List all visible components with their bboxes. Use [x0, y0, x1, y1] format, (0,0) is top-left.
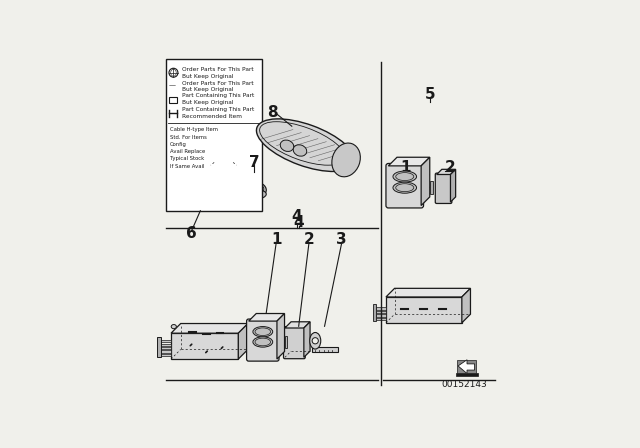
Polygon shape	[458, 360, 475, 374]
Ellipse shape	[257, 119, 355, 172]
Polygon shape	[238, 323, 248, 359]
Bar	[160, 340, 171, 342]
Bar	[160, 354, 171, 356]
Text: Cable H-type Item: Cable H-type Item	[170, 127, 218, 132]
Bar	[191, 187, 205, 193]
Bar	[160, 347, 171, 349]
Bar	[173, 173, 188, 179]
Ellipse shape	[253, 337, 273, 347]
Text: 1: 1	[271, 232, 282, 247]
Text: Config: Config	[170, 142, 187, 147]
Text: 2: 2	[445, 160, 456, 175]
Text: 3: 3	[337, 232, 347, 247]
Polygon shape	[171, 323, 248, 333]
Text: 2: 2	[303, 232, 314, 247]
Ellipse shape	[172, 324, 177, 329]
Polygon shape	[285, 322, 310, 328]
Bar	[169, 96, 177, 103]
Text: Avail Replace: Avail Replace	[170, 149, 205, 154]
Bar	[376, 311, 386, 313]
Text: Part Containing This Part
But Keep Original: Part Containing This Part But Keep Origi…	[182, 94, 255, 105]
Text: Order Parts For This Part
But Keep Original: Order Parts For This Part But Keep Origi…	[182, 81, 254, 92]
Text: 6: 6	[186, 226, 197, 241]
Text: 4: 4	[293, 215, 304, 230]
Ellipse shape	[241, 189, 266, 199]
Text: 5: 5	[424, 87, 435, 102]
Bar	[285, 336, 287, 348]
Bar	[166, 59, 262, 211]
Text: Order Parts For This Part
But Keep Original: Order Parts For This Part But Keep Origi…	[182, 67, 254, 78]
Text: Std. For Items: Std. For Items	[170, 134, 207, 140]
Circle shape	[312, 338, 318, 344]
FancyBboxPatch shape	[246, 319, 279, 361]
Bar	[173, 187, 188, 193]
Text: 00152143: 00152143	[442, 380, 487, 389]
Ellipse shape	[247, 185, 260, 193]
Ellipse shape	[280, 140, 294, 151]
Text: Part Containing This Part
Recommended Item: Part Containing This Part Recommended It…	[182, 107, 255, 119]
Bar	[173, 181, 188, 185]
Ellipse shape	[293, 145, 307, 156]
Polygon shape	[171, 333, 238, 359]
Polygon shape	[388, 157, 430, 166]
Bar	[160, 350, 171, 353]
Bar	[191, 181, 205, 185]
Polygon shape	[386, 289, 470, 297]
Text: 1: 1	[401, 160, 412, 175]
Ellipse shape	[253, 327, 273, 337]
Polygon shape	[277, 314, 285, 359]
Bar	[191, 173, 205, 179]
Bar	[173, 194, 188, 199]
Polygon shape	[436, 169, 456, 174]
Bar	[430, 181, 433, 194]
Bar	[456, 373, 478, 376]
Ellipse shape	[310, 332, 321, 349]
Polygon shape	[462, 289, 470, 323]
Bar	[157, 336, 161, 358]
Bar	[376, 314, 386, 317]
Ellipse shape	[332, 143, 360, 177]
Bar	[312, 347, 338, 352]
Ellipse shape	[393, 182, 417, 193]
Bar	[376, 307, 386, 310]
Bar	[160, 344, 171, 346]
Bar	[233, 143, 237, 152]
Polygon shape	[304, 322, 310, 358]
Polygon shape	[386, 297, 462, 323]
Text: 7: 7	[248, 155, 259, 170]
Ellipse shape	[393, 171, 417, 182]
FancyBboxPatch shape	[386, 164, 424, 208]
FancyBboxPatch shape	[284, 327, 305, 359]
Polygon shape	[451, 169, 456, 202]
Text: —: —	[168, 82, 175, 88]
Bar	[376, 318, 386, 320]
Text: 4: 4	[292, 209, 302, 224]
Polygon shape	[249, 314, 285, 321]
Polygon shape	[421, 157, 430, 206]
Bar	[458, 360, 476, 373]
Text: 8: 8	[267, 105, 277, 120]
Ellipse shape	[244, 183, 264, 195]
Ellipse shape	[241, 182, 266, 198]
Text: If Same Avail: If Same Avail	[170, 164, 205, 168]
Bar	[191, 194, 205, 199]
Text: Typical Stock: Typical Stock	[170, 156, 204, 161]
FancyBboxPatch shape	[435, 173, 452, 203]
Bar	[373, 303, 376, 321]
